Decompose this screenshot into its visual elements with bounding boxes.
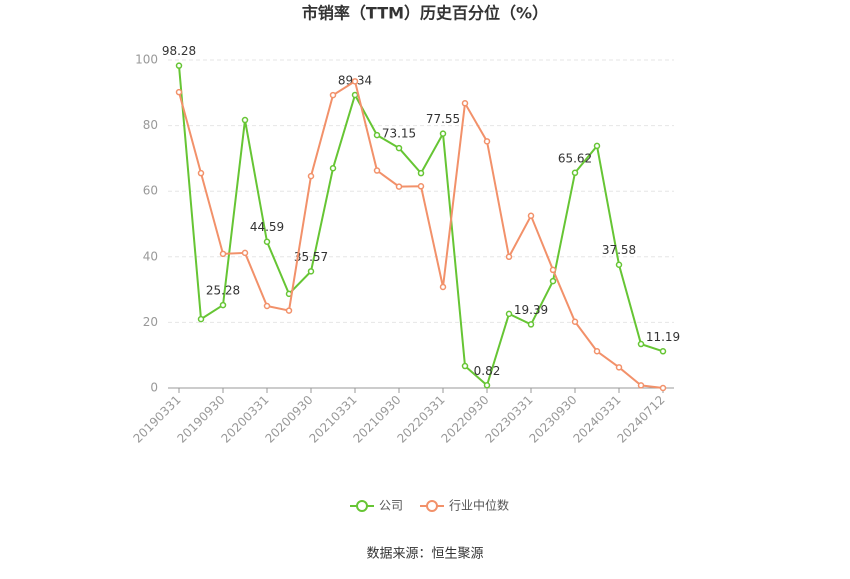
data-label: 35.57: [294, 250, 328, 264]
data-point: [373, 167, 381, 174]
data-point: [549, 266, 557, 274]
y-tick-label: 20: [143, 315, 158, 329]
data-point: [637, 382, 645, 389]
legend-label: 行业中位数: [449, 498, 509, 513]
data-point: [549, 277, 557, 285]
data-point: [439, 130, 447, 137]
legend-marker: [356, 500, 368, 512]
data-point: [285, 307, 293, 314]
data-point: [483, 382, 491, 389]
y-tick-label: 80: [143, 118, 158, 132]
data-point: [571, 169, 579, 177]
data-label: 19.39: [514, 303, 548, 317]
data-point: [593, 142, 601, 150]
data-point: [417, 183, 425, 190]
data-label: 11.19: [646, 330, 680, 344]
data-point: [175, 88, 183, 96]
source-note: 数据来源：恒生聚源: [366, 547, 483, 562]
data-point: [505, 253, 513, 261]
data-point: [351, 91, 359, 99]
data-point: [395, 183, 403, 190]
legend-marker: [426, 500, 438, 512]
y-tick-label: 60: [143, 184, 158, 198]
data-point: [241, 249, 249, 257]
data-point: [527, 321, 535, 328]
data-label: 73.15: [382, 127, 416, 141]
data-point: [307, 268, 315, 275]
data-point: [197, 315, 205, 323]
data-point: [351, 78, 359, 85]
data-point: [461, 100, 469, 107]
data-point: [219, 301, 227, 309]
data-point: [307, 172, 315, 180]
data-point: [241, 116, 249, 124]
data-label: 37.58: [602, 243, 636, 257]
data-point: [329, 91, 337, 99]
data-label: 77.55: [426, 112, 460, 126]
legend-label: 公司: [379, 499, 403, 513]
data-point: [329, 164, 337, 172]
data-point: [571, 318, 579, 325]
data-point: [637, 340, 645, 348]
series-line: [178, 79, 664, 389]
data-point: [219, 250, 227, 258]
data-label: 0.82: [474, 364, 501, 378]
data-point: [439, 283, 447, 291]
data-point: [615, 364, 623, 371]
data-point: [197, 169, 205, 177]
data-point: [417, 169, 425, 177]
data-point: [659, 348, 667, 355]
data-point: [175, 62, 183, 69]
data-label: 65.62: [558, 151, 592, 165]
x-tick-label: 20240712: [615, 393, 668, 446]
data-point: [505, 310, 513, 318]
data-point: [461, 362, 469, 370]
data-point: [373, 131, 381, 139]
y-tick-label: 100: [135, 53, 158, 67]
data-point: [395, 144, 403, 152]
data-point: [527, 212, 535, 220]
data-point: [659, 384, 667, 392]
y-tick-label: 40: [143, 249, 158, 263]
data-point: [615, 261, 623, 268]
data-label: 25.28: [206, 284, 240, 298]
data-label: 44.59: [250, 220, 284, 234]
data-point: [263, 302, 271, 310]
data-point: [263, 238, 271, 245]
chart-title: 市销率（TTM）历史百分位（%）: [302, 4, 548, 23]
y-tick-label: 0: [150, 381, 158, 395]
data-label: 98.28: [162, 44, 196, 58]
data-point: [483, 138, 491, 145]
data-point: [593, 348, 601, 355]
